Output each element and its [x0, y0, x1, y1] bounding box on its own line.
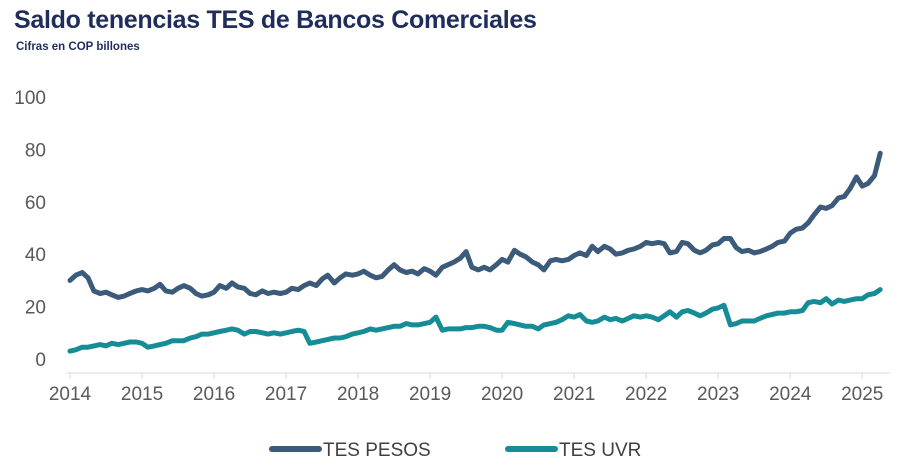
- x-tick-label: 2015: [121, 384, 163, 405]
- y-tick-label: 60: [25, 193, 46, 214]
- x-tick-label: 2025: [841, 384, 883, 405]
- legend: TES PESOS TES UVR: [269, 440, 641, 461]
- x-tick-label: 2016: [193, 384, 235, 405]
- x-tick-label: 2024: [769, 384, 812, 405]
- y-axis-ticks: 0 20 40 60 80 100: [14, 88, 46, 371]
- x-axis: 2014 2015 2016 2017 2018 2019 2020 2021 2022 2023…: [49, 372, 890, 405]
- chart-title: Saldo tenencias TES de Bancos Comerciale…: [14, 6, 537, 34]
- x-tick-label: 2022: [625, 384, 667, 405]
- x-tick-label: 2014: [49, 384, 92, 405]
- y-tick-label: 0: [35, 350, 46, 371]
- legend-label: TES PESOS: [323, 440, 431, 461]
- y-tick-label: 80: [25, 140, 46, 161]
- series-lines: [67, 150, 883, 354]
- x-tick-label: 2023: [697, 384, 739, 405]
- x-tick-label: 2020: [481, 384, 523, 405]
- series-line-1: [67, 287, 883, 354]
- y-tick-label: 20: [25, 298, 46, 319]
- y-tick-label: 100: [14, 88, 46, 109]
- x-tick-label: 2019: [409, 384, 451, 405]
- x-tick-label: 2017: [265, 384, 307, 405]
- legend-label: TES UVR: [559, 440, 641, 461]
- series-line-0: [67, 150, 883, 300]
- y-tick-label: 40: [25, 245, 46, 266]
- x-tick-label: 2018: [337, 384, 379, 405]
- chart-subtitle: Cifras en COP billones: [16, 41, 140, 53]
- x-tick-label: 2021: [553, 384, 595, 405]
